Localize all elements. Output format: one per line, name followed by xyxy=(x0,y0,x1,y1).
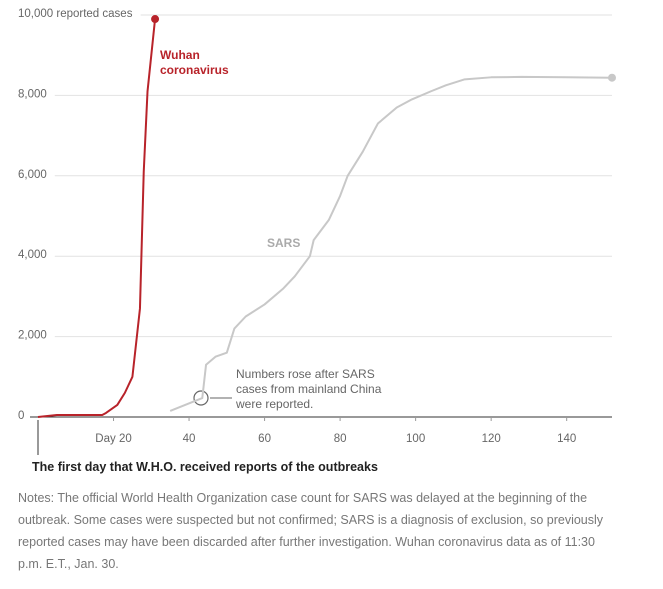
y-tick-label: 4,000 xyxy=(18,249,47,261)
chart: 0 2,000 4,000 6,000 8,000 10,000 reported cas… xyxy=(18,8,616,455)
annotation: Numbers rose after SARS cases from mainl… xyxy=(236,367,382,411)
end-point xyxy=(608,73,616,82)
x-tick-label: 100 xyxy=(406,433,425,445)
y-tick-label: 8,000 xyxy=(18,88,47,100)
y-tick-label: 2,000 xyxy=(18,330,47,342)
x-tick-label: 120 xyxy=(482,433,501,445)
subtitle: The first day that W.H.O. received repor… xyxy=(32,460,378,474)
series-label: Wuhan coronavirus xyxy=(160,48,229,77)
series-line xyxy=(37,18,157,418)
notes: Notes: The official World Health Organiz… xyxy=(18,491,604,571)
x-tick-label: 60 xyxy=(258,433,271,445)
annotation-circle xyxy=(193,390,209,406)
x-tick-label: 40 xyxy=(183,433,196,445)
y-tick-label: 0 xyxy=(18,410,24,422)
x-tick-label: 80 xyxy=(334,433,347,445)
x-tick-label: Day 20 xyxy=(95,433,131,445)
y-tick-label: 6,000 xyxy=(18,169,47,181)
series-label: SARS xyxy=(267,236,301,250)
x-tick-label: 140 xyxy=(557,433,576,445)
y-tick-label: 10,000 reported cases xyxy=(18,8,133,20)
end-point xyxy=(151,15,160,24)
series-line xyxy=(169,75,613,412)
